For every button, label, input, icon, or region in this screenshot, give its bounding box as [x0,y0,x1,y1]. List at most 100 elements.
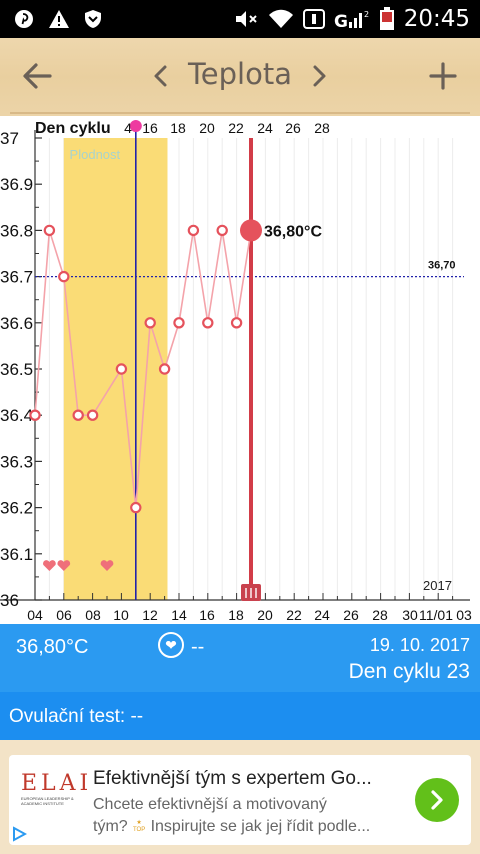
y-tick-label: 36.5 [0,360,33,379]
chart-canvas[interactable]: Plodnost 37 36.9 36.8 36.7 36.6 36.5 36.4 36.3 3… [0,116,480,624]
signal-icon: G 2 [334,8,370,30]
x-tick-label: 11/01 [419,607,453,623]
ovulation-test-text: Ovulační test: -- [9,706,143,728]
y-tick-label: 36.6 [0,314,33,333]
ovulation-test-label: Ovulační test: [9,706,126,727]
x-tick-label: 10 [113,607,129,623]
y-tick-label: 36.7 [0,268,33,287]
chevron-left-icon [154,65,167,87]
next-button[interactable] [308,60,332,92]
y-tick-label: 36.3 [0,452,33,471]
cycle-day-tick-label: 24 [257,120,273,136]
header-divider [10,112,470,114]
x-tick-label: 24 [314,607,330,623]
ovulation-test-row[interactable]: Ovulační test: -- [0,692,480,740]
temperature-point [58,270,70,283]
cycle-day-tick-label: 16 [142,120,158,136]
fertile-window-label: Plodnost [70,147,121,162]
day-info-panel[interactable]: 36,80°C ❤ -- 19. 10. 2017 Den cyklu 23 [0,624,480,692]
heart-value: -- [191,636,205,658]
fertile-window-band [63,138,168,600]
temperature-chart[interactable]: Plodnost 37 36.9 36.8 36.7 36.6 36.5 36.4 36.3 3… [0,116,480,624]
threshold-label: 36,70 [428,260,456,272]
temperature-point [173,317,185,329]
ad-description-line2-end: Inspirujte se jak jej řídit podle... [150,818,371,835]
temperature-point [144,317,156,329]
svg-text:2: 2 [364,10,369,19]
temperature-point [216,224,228,237]
x-tick-label: 26 [343,607,359,623]
date-value: 19. 10. 2017 [369,635,470,655]
cycle-day-tick-label: 28 [314,120,330,136]
ovulation-marker [129,120,142,132]
ad-description-line2: tým? ★ TOP Inspirujte se jak jej řídit po… [93,818,370,836]
previous-button[interactable] [148,60,172,92]
clock: 20:45 [403,6,470,32]
x-tick-label: 12 [142,607,158,623]
pinterest-icon [14,9,34,29]
y-tick-label: 36.8 [0,221,33,240]
x-tick-label: 08 [85,607,101,623]
y-tick-label: 36.2 [0,499,33,518]
top-badge: ★ TOP [133,819,146,833]
nfc-icon [302,9,325,29]
y-tick-label: 36.4 [0,406,33,425]
heart-marker-icon [43,560,56,571]
chevron-right-icon [431,790,443,810]
warning-icon [48,9,70,29]
selected-temperature-point [240,219,262,242]
y-tick-label: 36.9 [0,175,33,194]
x-tick-label: 16 [199,607,215,623]
adchoices-icon[interactable] [11,826,28,842]
temperature-point [202,317,214,329]
y-tick-label: 37 [0,129,19,148]
ovulation-test-value: -- [130,706,144,727]
x-tick-label: 22 [286,607,302,623]
ad-logo: ELAI EUROPEAN LEADERSHIP & ACADEMIC INST… [21,771,93,829]
cycle-day-value: Den cyklu 23 [348,660,470,683]
heart-marker-icon [57,560,71,571]
page-title: Teplota [188,57,292,91]
y-tick-label: 36.1 [0,545,33,564]
ad-title[interactable]: Efektivnější tým s expertem Go... [93,768,372,789]
ad-banner[interactable]: ELAI EUROPEAN LEADERSHIP & ACADEMIC INST… [9,755,471,845]
back-button[interactable] [20,58,56,94]
calendar-icon [245,588,257,598]
heart-icon: ❤ [158,632,184,658]
status-bar: G 2 20:45 [0,0,480,38]
plus-icon [429,62,457,90]
top-badge-label: TOP [133,826,146,833]
x-tick-label: 20 [257,607,273,623]
temperature-point [158,363,171,375]
back-arrow-icon [23,63,52,89]
shield-download-icon [84,9,102,29]
wifi-icon [268,9,294,29]
cycle-day-tick-label: 22 [228,120,244,136]
temperature-value: 36,80°C [16,636,89,658]
ad-open-button[interactable] [415,778,459,822]
x-tick-label: 30 [402,607,418,623]
cycle-day-tick-label: 20 [199,120,215,136]
temperature-point [43,224,56,237]
mute-icon [235,9,259,29]
x-tick-label: 28 [372,607,388,623]
cycle-day-header: Den cyklu [35,120,111,137]
ad-logo-text: ELAI [21,771,93,796]
temperature-point [130,501,142,514]
y-tick-label: 36 [0,591,19,610]
add-button[interactable] [426,58,460,94]
temperature-point [86,409,99,421]
app-header: Teplota [0,38,480,116]
cycle-day-tick-label: 18 [170,120,186,136]
ad-logo-subtitle: EUROPEAN LEADERSHIP & ACADEMIC INSTITUTE [21,796,74,806]
temperature-point [187,224,200,237]
x-tick-label: 04 [27,607,43,623]
ad-description-line2-start: tým? [93,818,128,835]
heart-marker-icon [100,560,114,571]
temperature-point [29,409,41,421]
x-tick-label: 14 [171,607,187,623]
x-tick-label: 03 [456,607,472,623]
cycle-day-tick-label: 26 [285,120,301,136]
x-tick-label: 06 [56,607,72,623]
svg-text:G: G [334,12,348,30]
